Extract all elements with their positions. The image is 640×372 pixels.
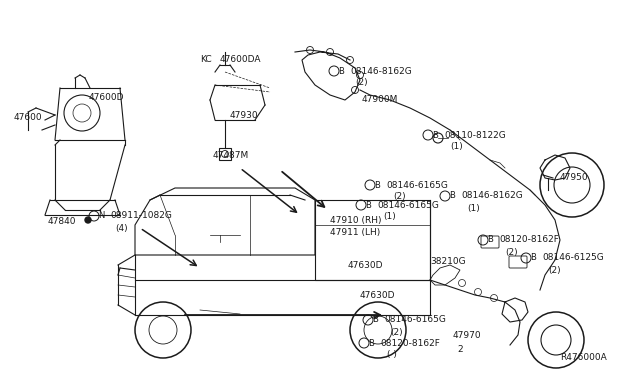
Text: 47487M: 47487M (213, 151, 249, 160)
Text: ( ): ( ) (387, 350, 397, 359)
Text: 38210G: 38210G (430, 257, 466, 266)
Text: 47630D: 47630D (348, 260, 383, 269)
Text: B: B (530, 253, 536, 263)
Text: 47840: 47840 (48, 218, 77, 227)
Text: (2): (2) (355, 78, 367, 87)
Text: R476000A: R476000A (560, 353, 607, 362)
Text: 47970: 47970 (453, 331, 482, 340)
Text: 47600D: 47600D (89, 93, 125, 103)
Text: 47900M: 47900M (362, 96, 398, 105)
Circle shape (85, 217, 91, 223)
Text: 08146-8162G: 08146-8162G (461, 192, 523, 201)
Text: (2): (2) (390, 327, 403, 337)
Text: 47911 (LH): 47911 (LH) (330, 228, 380, 237)
Text: 47930: 47930 (230, 110, 259, 119)
Text: (1): (1) (383, 212, 396, 221)
Text: 2: 2 (457, 346, 463, 355)
Text: 47600DA: 47600DA (220, 55, 262, 64)
Text: (2): (2) (505, 247, 518, 257)
Text: (2): (2) (548, 266, 561, 275)
Text: 08146-6165G: 08146-6165G (377, 201, 439, 209)
Text: N: N (98, 212, 104, 221)
Text: 08120-8162F: 08120-8162F (499, 235, 559, 244)
Text: B: B (365, 201, 371, 209)
Text: (1): (1) (467, 203, 480, 212)
Text: B: B (338, 67, 344, 76)
Text: B: B (372, 315, 378, 324)
Text: 47910 (RH): 47910 (RH) (330, 215, 381, 224)
Text: 08120-8162F: 08120-8162F (380, 339, 440, 347)
Bar (219, 148, 231, 160)
Text: B: B (368, 339, 374, 347)
Text: 08911-1082G: 08911-1082G (110, 212, 172, 221)
Text: (1): (1) (450, 142, 463, 151)
Text: B: B (432, 131, 438, 140)
Text: KC: KC (200, 55, 212, 64)
Text: 08146-6125G: 08146-6125G (542, 253, 604, 263)
Text: 47630D: 47630D (360, 291, 396, 299)
Text: B: B (487, 235, 493, 244)
Text: (2): (2) (393, 192, 406, 202)
Text: (4): (4) (115, 224, 127, 232)
Text: 08110-8122G: 08110-8122G (444, 131, 506, 140)
Text: B: B (374, 180, 380, 189)
Text: 08146-6165G: 08146-6165G (384, 315, 446, 324)
Text: 08146-6165G: 08146-6165G (386, 180, 448, 189)
Text: 47600: 47600 (14, 113, 43, 122)
Text: 08146-8162G: 08146-8162G (350, 67, 412, 76)
Text: B: B (449, 192, 455, 201)
Text: 47950: 47950 (560, 173, 589, 183)
